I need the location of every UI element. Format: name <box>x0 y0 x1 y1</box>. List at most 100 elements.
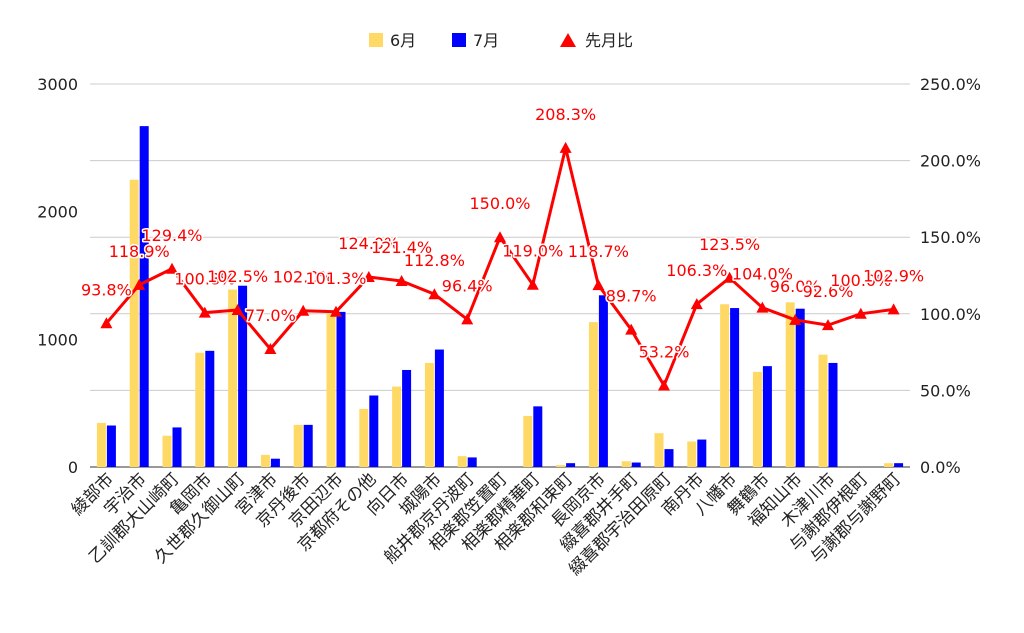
bar-july <box>730 308 740 467</box>
legend-label-july: 7月 <box>473 31 499 50</box>
ratio-data-label: 208.3% <box>535 105 596 124</box>
bar-july <box>402 369 412 467</box>
ratio-point-triangle <box>264 343 277 355</box>
bar-july <box>205 350 215 467</box>
ratio-point-triangle <box>231 303 244 315</box>
bar-june <box>523 415 533 467</box>
ratio-data-label: 100.0% <box>830 271 891 290</box>
ratio-data-label: 150.0% <box>469 194 530 213</box>
legend-triangle-icon <box>560 33 576 47</box>
ratio-point-triangle <box>330 305 342 317</box>
right-tick-label: 200.0% <box>920 152 981 171</box>
bar-june <box>162 435 172 467</box>
bar-july <box>566 463 576 467</box>
bar-june <box>293 424 303 467</box>
bars <box>96 126 904 467</box>
ratio-line <box>100 141 900 391</box>
bar-july <box>762 366 772 467</box>
bar-july <box>270 458 280 467</box>
ratio-data-label: 102.9% <box>863 266 924 285</box>
category-labels: 綾部市宇治市乙訓郡大山崎町亀岡市久世郡久御山町宮津市京丹後市京田辺市京都府その他… <box>68 469 905 579</box>
bar-june <box>260 454 270 467</box>
bar-july <box>533 406 543 467</box>
bar-june <box>424 362 434 467</box>
ratio-data-label: 124.0% <box>338 234 399 253</box>
bar-july <box>631 462 641 467</box>
ratio-point-triangle <box>723 271 736 283</box>
right-tick-label: 0.0% <box>920 458 961 477</box>
ratio-data-label: 121.4% <box>371 238 432 257</box>
legend-swatch-june <box>369 33 383 47</box>
ratio-point-triangle <box>625 323 638 335</box>
bar-june <box>129 179 139 467</box>
ratio-data-label: 77.0% <box>245 306 296 325</box>
legend-swatch-july <box>452 33 466 47</box>
bar-july <box>467 457 477 467</box>
left-tick-label: 0 <box>68 458 78 477</box>
bar-july <box>238 285 248 467</box>
bar-july <box>369 395 379 467</box>
bar-june <box>818 354 828 467</box>
ratio-data-label: 92.6% <box>803 282 854 301</box>
ratio-point-triangle <box>658 379 670 391</box>
ratio-data-label: 112.8% <box>404 251 465 270</box>
ratio-point-triangle <box>690 298 703 310</box>
bar-july <box>434 349 444 467</box>
left-tick-label: 3000 <box>37 75 78 94</box>
legend: 6月 7月 先月比 <box>369 31 633 50</box>
ratio-point-triangle <box>166 262 178 274</box>
ratio-point-triangle <box>526 278 539 290</box>
bar-july <box>106 425 116 467</box>
legend-label-june: 6月 <box>390 31 416 50</box>
right-tick-label: 250.0% <box>920 75 981 94</box>
bar-july <box>894 463 904 467</box>
bar-june <box>457 456 467 467</box>
bar-july <box>598 295 608 467</box>
bar-june <box>556 465 566 467</box>
ratio-data-label: 119.0% <box>502 242 563 261</box>
ratio-data-label: 53.2% <box>639 342 690 361</box>
ratio-point-triangle <box>428 288 441 300</box>
bar-june <box>687 441 697 467</box>
bar-june <box>621 461 631 467</box>
bar-june <box>228 289 238 467</box>
ratio-point-triangle <box>100 317 113 329</box>
bar-june <box>96 422 106 467</box>
bar-july <box>172 427 182 467</box>
bar-july <box>139 126 149 467</box>
ratio-data-label: 123.5% <box>699 235 760 254</box>
ratio-point-triangle <box>887 303 900 315</box>
ratio-data-label: 102.5% <box>207 267 268 286</box>
ratio-data-label: 102.0% <box>273 268 334 287</box>
ratio-data-label: 104.0% <box>732 265 793 284</box>
legend-label-ratio: 先月比 <box>585 31 633 50</box>
bar-june <box>588 322 598 467</box>
ratio-data-label: 118.7% <box>568 242 629 261</box>
right-tick-label: 100.0% <box>920 305 981 324</box>
bar-july <box>664 449 674 467</box>
bar-july <box>697 439 707 467</box>
ratio-point-triangle <box>297 304 310 316</box>
ratio-point-triangle <box>592 279 605 291</box>
ratio-point-triangle <box>133 278 146 290</box>
ratio-data-labels: 93.8% 118.9%129.4% 100.8%102.5% 77.0% 102.0%… <box>79 103 925 363</box>
bar-july <box>303 424 313 467</box>
right-axis-ticks: 0.0% 50.0% 100.0% 150.0% 200.0% 250.0% <box>920 75 981 477</box>
ratio-data-label: 106.3% <box>666 261 727 280</box>
bar-july <box>336 311 346 467</box>
bar-july <box>828 362 838 467</box>
ratio-data-label: 118.9% <box>109 242 170 261</box>
left-axis-ticks: 0 1000 2000 3000 <box>37 75 78 477</box>
ratio-point-triangle <box>395 275 408 287</box>
ratio-point-triangle <box>461 313 474 325</box>
ratio-point-triangle <box>559 141 572 153</box>
ratio-point-triangle <box>494 231 506 243</box>
ratio-data-label: 96.4% <box>442 276 493 295</box>
ratio-data-label: 129.4% <box>141 226 202 245</box>
bar-june <box>752 371 762 467</box>
bar-june <box>720 304 730 467</box>
ratio-point-triangle <box>822 319 834 331</box>
bar-june <box>884 463 894 467</box>
ratio-data-label: 100.8% <box>174 270 235 289</box>
